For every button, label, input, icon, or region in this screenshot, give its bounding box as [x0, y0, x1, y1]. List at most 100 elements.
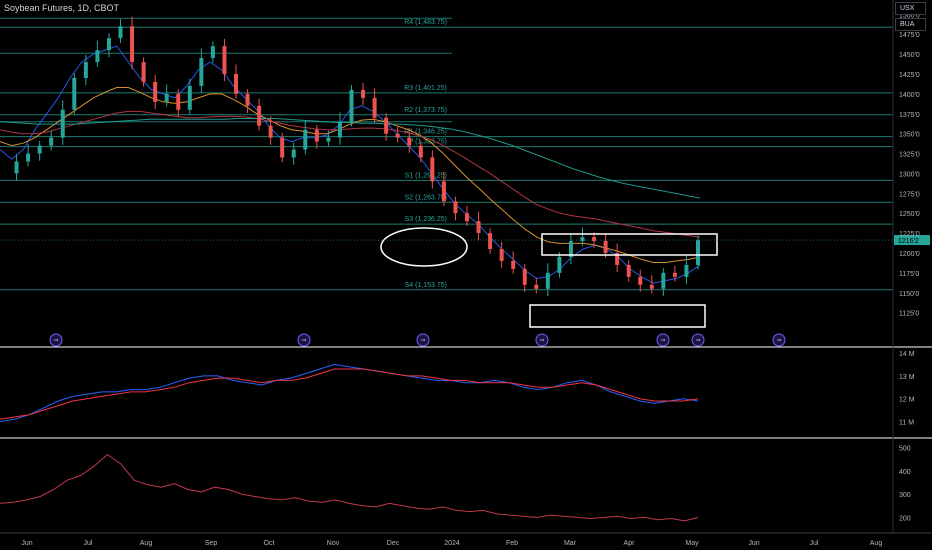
candle-body	[395, 133, 400, 138]
candle-body	[130, 26, 135, 63]
candle-body	[603, 241, 608, 253]
price-tick-label: 1300'0	[899, 171, 920, 178]
candle-body	[361, 89, 366, 98]
candle-body	[615, 252, 620, 265]
event-marker-icon	[772, 333, 786, 347]
candle-body	[430, 157, 435, 182]
candle-body	[49, 137, 54, 146]
candle-body	[222, 46, 227, 74]
time-tick-label: Feb	[506, 540, 518, 547]
time-tick-label: Jul	[84, 540, 93, 547]
time-tick-label: Oct	[264, 540, 275, 547]
price-tick-label: 1475'0	[899, 32, 920, 39]
support-ellipse	[380, 227, 468, 267]
event-marker-arrow: ⇒	[660, 338, 665, 344]
candle-body	[303, 129, 308, 150]
volume-indicator-panel: 14 M 13 M 12 M 11 M	[0, 351, 915, 427]
event-marker-arrow: ⇒	[695, 338, 700, 344]
candle-body	[106, 38, 111, 51]
indicator-line	[0, 368, 699, 420]
time-tick-label: May	[685, 540, 699, 547]
candle-body	[407, 137, 412, 146]
candle-body	[349, 89, 354, 122]
candle-body	[141, 62, 146, 82]
candle-body	[326, 137, 331, 142]
event-marker-arrow: ⇒	[776, 338, 781, 344]
candle-body	[199, 58, 204, 86]
event-marker-icon	[691, 333, 705, 347]
time-tick-label: Apr	[624, 540, 636, 547]
price-tick-label: 1350'0	[899, 132, 920, 139]
candle-body	[245, 93, 250, 106]
candle-body	[153, 81, 158, 102]
open-interest-line	[0, 453, 699, 522]
candle-body	[557, 256, 562, 273]
candle-body	[37, 145, 42, 154]
open-interest-panel: 500 400 300 200	[0, 446, 911, 522]
open-interest-tick-label: 200	[899, 515, 911, 522]
candle-body	[626, 264, 631, 277]
moving-average-line	[0, 110, 701, 238]
time-tick-label: Sep	[205, 540, 218, 547]
candle-body	[580, 237, 585, 242]
candle-body	[291, 149, 296, 158]
open-interest-tick-label: 300	[899, 492, 911, 499]
price-tick-label: 1225'0	[899, 231, 920, 238]
pivot-label: S1 (1,291.25)	[405, 172, 447, 179]
candle-body	[661, 272, 666, 289]
time-tick-label: Dec	[387, 540, 400, 547]
indicator-tick-label: 11 M	[899, 420, 914, 427]
pivot-label: R3 (1,401.25)	[404, 85, 447, 92]
price-tick-label: 1325'0	[899, 152, 920, 159]
last-price-label: 1216'2	[898, 238, 919, 245]
candle-body	[257, 105, 262, 126]
price-tick-label: 1175'0	[899, 271, 919, 278]
resistance-box	[541, 233, 718, 256]
chart-title: Soybean Futures, 1D, CBOT	[4, 3, 120, 13]
candle-body	[372, 97, 377, 118]
candle-body	[465, 213, 469, 222]
symbol-chip-usx[interactable]: USX	[895, 2, 926, 15]
pivot-label: P (1,333.75)	[409, 139, 447, 146]
candle-body	[638, 276, 643, 285]
price-tick-label: 1125'0	[899, 311, 919, 318]
candle-body	[672, 272, 677, 277]
indicator-tick-label: 12 M	[899, 397, 915, 404]
event-marker-icon	[49, 333, 63, 347]
candle-body	[95, 50, 100, 63]
pivot-label: S2 (1,263.75)	[405, 194, 447, 201]
open-interest-tick-label: 500	[899, 446, 911, 453]
pivot-label: R2 (1,373.75)	[404, 107, 447, 114]
candle-body	[14, 161, 19, 174]
time-tick-label: Aug	[870, 540, 883, 547]
candle-body	[488, 233, 493, 250]
indicator-tick-label: 13 M	[899, 374, 915, 381]
candle-body	[384, 117, 389, 134]
time-tick-label: Jun	[21, 540, 32, 547]
candle-body	[453, 201, 458, 214]
event-marker-arrow: ⇒	[420, 338, 425, 344]
candle-body	[534, 284, 539, 289]
pivot-label: R4 (1,483.75)	[404, 19, 447, 26]
price-tick-label: 1450'0	[899, 52, 920, 59]
event-marker-icon	[535, 333, 549, 347]
candle-body	[314, 129, 319, 142]
price-tick-label: 1400'0	[899, 92, 920, 99]
candle-body	[118, 26, 123, 39]
candle-body	[337, 121, 342, 138]
price-tick-label: 1250'0	[899, 211, 920, 218]
support-box	[529, 304, 706, 328]
candle-body	[696, 240, 700, 265]
price-tick-label: 1500'0	[899, 12, 920, 19]
candle-body	[441, 181, 446, 202]
moving-average-line	[0, 87, 701, 263]
time-tick-label: 2024	[444, 540, 460, 547]
price-tick-label: 1150'0	[899, 291, 919, 298]
symbol-chip-bua[interactable]: BUA	[895, 18, 926, 31]
candle-body	[210, 46, 215, 59]
last-price-tag	[894, 235, 930, 246]
candle-body	[592, 237, 597, 242]
time-tick-label: Mar	[564, 540, 577, 547]
